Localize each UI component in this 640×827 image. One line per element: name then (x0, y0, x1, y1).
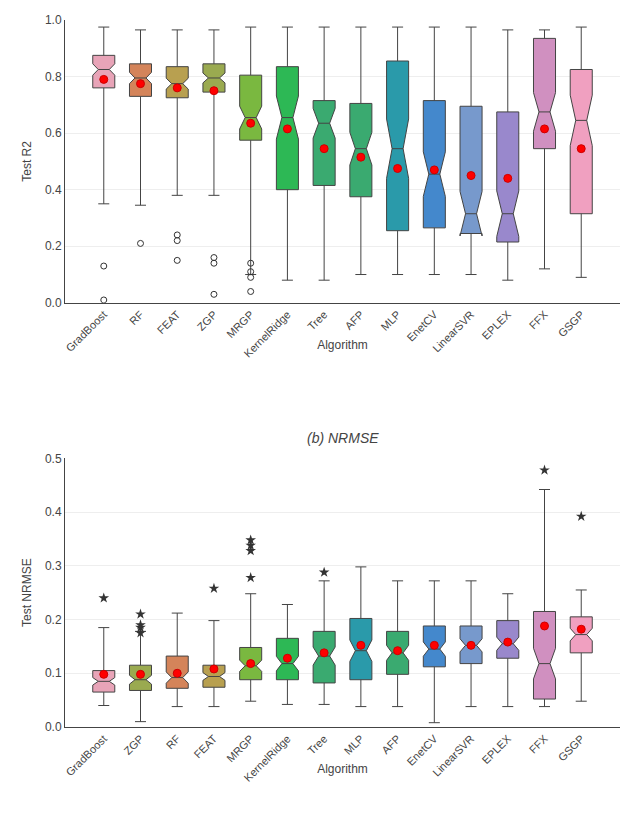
svg-text:MLP: MLP (342, 733, 366, 757)
svg-text:FEAT: FEAT (191, 732, 219, 760)
svg-text:0.8: 0.8 (45, 70, 62, 84)
svg-text:ZGP: ZGP (195, 308, 219, 332)
svg-text:FFX: FFX (527, 732, 551, 756)
svg-text:KernelRidge: KernelRidge (241, 308, 292, 359)
svg-text:ZGP: ZGP (121, 733, 145, 757)
svg-text:GradBoost: GradBoost (63, 733, 109, 779)
svg-text:EPLEX: EPLEX (480, 732, 514, 766)
svg-text:EnetCV: EnetCV (404, 732, 440, 768)
svg-text:0.5: 0.5 (45, 452, 62, 466)
svg-text:0.4: 0.4 (45, 183, 62, 197)
svg-text:0.3: 0.3 (45, 559, 62, 573)
svg-text:Tree: Tree (305, 308, 329, 332)
svg-text:EPLEX: EPLEX (480, 308, 514, 342)
svg-text:LinearSVR: LinearSVR (430, 308, 476, 354)
svg-text:FFX: FFX (527, 308, 551, 332)
svg-text:MRGP: MRGP (224, 308, 256, 340)
svg-text:RF: RF (127, 308, 146, 327)
svg-text:AFP: AFP (343, 308, 367, 332)
svg-text:Algorithm: Algorithm (317, 338, 368, 352)
svg-text:Tree: Tree (305, 733, 329, 757)
svg-text:(b) NRMSE: (b) NRMSE (307, 430, 379, 446)
svg-text:0.2: 0.2 (45, 239, 62, 253)
svg-text:0.6: 0.6 (45, 126, 62, 140)
svg-text:0.0: 0.0 (45, 720, 62, 734)
svg-text:GradBoost: GradBoost (63, 308, 109, 354)
svg-text:AFP: AFP (379, 733, 403, 757)
svg-text:EnetCV: EnetCV (404, 308, 440, 344)
svg-text:0.2: 0.2 (45, 613, 62, 627)
svg-text:MLP: MLP (378, 308, 402, 332)
svg-text:Algorithm: Algorithm (317, 762, 368, 776)
svg-text:Test R2: Test R2 (20, 141, 34, 182)
svg-text:0.4: 0.4 (45, 505, 62, 519)
svg-text:RF: RF (164, 732, 183, 751)
svg-text:KernelRidge: KernelRidge (241, 733, 292, 784)
svg-text:FEAT: FEAT (155, 308, 183, 336)
svg-text:GSGP: GSGP (556, 308, 587, 339)
svg-text:GSGP: GSGP (556, 733, 587, 764)
svg-text:1.0: 1.0 (45, 13, 62, 27)
svg-text:LinearSVR: LinearSVR (430, 732, 476, 778)
svg-text:0.0: 0.0 (45, 296, 62, 310)
svg-text:MRGP: MRGP (224, 733, 256, 765)
svg-text:Test NRMSE: Test NRMSE (20, 558, 34, 627)
svg-text:0.1: 0.1 (45, 666, 62, 680)
